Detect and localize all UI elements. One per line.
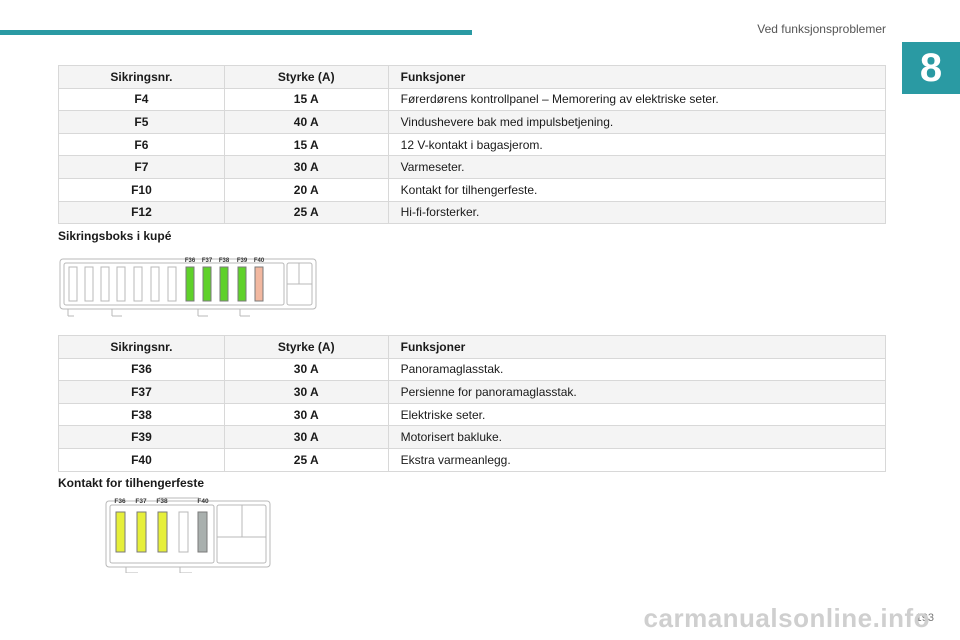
- column-header: Funksjoner: [387, 65, 887, 89]
- fuse-function: Panoramaglasstak.: [387, 357, 887, 382]
- fuse-label-f40: F40: [197, 498, 209, 505]
- header-accent-bar: [0, 30, 472, 35]
- column-header: Funksjoner: [387, 335, 887, 359]
- fuse-slot-f39: [237, 266, 247, 302]
- fuse-label-f38: F38: [219, 258, 230, 264]
- fuse-rating: 25 A: [223, 200, 389, 225]
- fuse-function: Førerdørens kontrollpanel – Memorering a…: [387, 87, 887, 112]
- table-row: F12 25 A Hi-fi-forsterker.: [58, 200, 887, 225]
- chapter-tab: 8: [902, 42, 960, 94]
- fuse-function: Vindushevere bak med impulsbetjening.: [387, 110, 887, 134]
- fuse-number: F38: [58, 402, 225, 427]
- table-row: F10 20 A Kontakt for tilhengerfeste.: [58, 177, 887, 202]
- watermark: carmanualsonline.info: [643, 603, 930, 633]
- fuse-rating: 30 A: [223, 425, 389, 449]
- fuse-number: F39: [58, 425, 225, 449]
- fuse-label-f36: F36: [185, 258, 196, 264]
- fuse-number: F37: [58, 380, 225, 404]
- fuse-function: Hi-fi-forsterker.: [387, 200, 887, 225]
- fuse-rating: 30 A: [223, 380, 389, 404]
- fuse-label-f40: F40: [254, 258, 265, 264]
- column-header: Sikringsnr.: [58, 335, 225, 359]
- fuse-function: Kontakt for tilhengerfeste.: [387, 177, 887, 202]
- table-row: F38 30 A Elektriske seter.: [58, 402, 887, 427]
- fuse-slot-f40: [254, 266, 264, 302]
- cabin-fusebox-diagram: F36 F37 F38 F39 F40: [59, 258, 317, 317]
- fuse-number: F10: [58, 177, 225, 202]
- table-row: F37 30 A Persienne for panoramaglasstak.: [58, 380, 887, 404]
- fuse-function: Motorisert bakluke.: [387, 425, 887, 449]
- column-header: Styrke (A): [223, 335, 389, 359]
- fuse-slot-f37: [136, 511, 147, 553]
- fuse-rating: 20 A: [223, 177, 389, 202]
- fuse-label-f37: F37: [135, 498, 147, 505]
- table-row: F7 30 A Varmeseter.: [58, 155, 887, 179]
- fuse-label-f38: F38: [156, 498, 168, 505]
- fuse-rating: 30 A: [223, 402, 389, 427]
- fuse-label-f37: F37: [202, 258, 213, 264]
- towbar-fusebox-diagram: F36 F37 F38 F40: [105, 497, 271, 573]
- fuse-slot-f38: [219, 266, 229, 302]
- fuse-function: 12 V-kontakt i bagasjerom.: [387, 132, 887, 157]
- fuse-label-f36: F36: [114, 498, 126, 505]
- table-row: F4 15 A Førerdørens kontrollpanel – Memo…: [58, 87, 887, 112]
- section-heading-cabin-fusebox: Sikringsboks i kupé: [58, 229, 172, 243]
- running-head: Ved funksjonsproblemer: [757, 22, 886, 36]
- fuse-rating: 15 A: [223, 132, 389, 157]
- fuse-function: Varmeseter.: [387, 155, 887, 179]
- fuse-rating: 30 A: [223, 357, 389, 382]
- fuse-number: F4: [58, 87, 225, 112]
- section-heading-towbar: Kontakt for tilhengerfeste: [58, 476, 205, 490]
- fuse-number: F7: [58, 155, 225, 179]
- table-row: F5 40 A Vindushevere bak med impulsbetje…: [58, 110, 887, 134]
- table-header-row: Sikringsnr. Styrke (A) Funksjoner: [58, 65, 887, 89]
- fuse-function: Elektriske seter.: [387, 402, 887, 427]
- table-row: F39 30 A Motorisert bakluke.: [58, 425, 887, 449]
- fuse-number: F6: [58, 132, 225, 157]
- fuse-number: F5: [58, 110, 225, 134]
- column-header: Styrke (A): [223, 65, 389, 89]
- fuse-slot-f37: [202, 266, 212, 302]
- fuse-number: F12: [58, 200, 225, 225]
- page-number: 193: [915, 612, 934, 624]
- fuse-slot-f36: [115, 511, 126, 553]
- table-header-row: Sikringsnr. Styrke (A) Funksjoner: [58, 335, 887, 359]
- fuse-rating: 30 A: [223, 155, 389, 179]
- fuse-number: F40: [58, 447, 225, 472]
- table-row: F36 30 A Panoramaglasstak.: [58, 357, 887, 382]
- fuse-function: Persienne for panoramaglasstak.: [387, 380, 887, 404]
- fuse-table-2: Sikringsnr. Styrke (A) Funksjoner F36 30…: [58, 335, 887, 472]
- table-row: F40 25 A Ekstra varmeanlegg.: [58, 447, 887, 472]
- fuse-label-f39: F39: [237, 258, 248, 264]
- column-header: Sikringsnr.: [58, 65, 225, 89]
- fuse-number: F36: [58, 357, 225, 382]
- fuse-rating: 15 A: [223, 87, 389, 112]
- fuse-table-1: Sikringsnr. Styrke (A) Funksjoner F4 15 …: [58, 65, 887, 225]
- fuse-rating: 40 A: [223, 110, 389, 134]
- fuse-rating: 25 A: [223, 447, 389, 472]
- fuse-slot-f40: [197, 511, 208, 553]
- fuse-function: Ekstra varmeanlegg.: [387, 447, 887, 472]
- fuse-slot-f38: [157, 511, 168, 553]
- table-row: F6 15 A 12 V-kontakt i bagasjerom.: [58, 132, 887, 157]
- fuse-slot-f36: [185, 266, 195, 302]
